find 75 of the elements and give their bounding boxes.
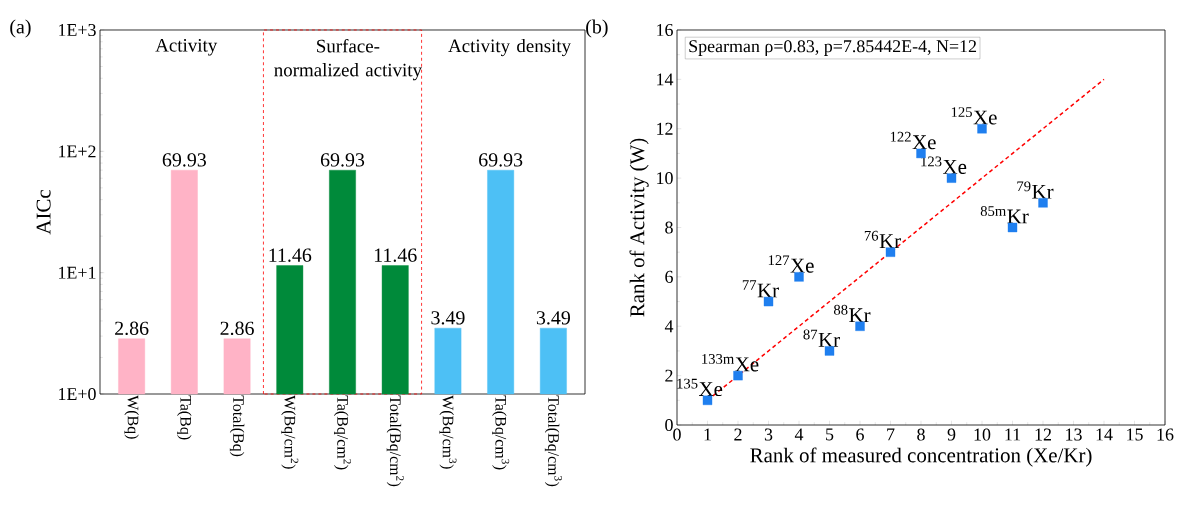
- x-tick-label: W(Bq/cm$^{3}$): [439, 395, 457, 469]
- annotation: $^{85m}$Kr: [980, 206, 1029, 224]
- y-tick-label: 12: [657, 122, 673, 135]
- annotation: $^{133m}$Xe: [702, 354, 759, 372]
- annotation: $^{88}$Kr: [833, 304, 871, 323]
- data-label: 3.49: [536, 311, 570, 325]
- y-tick-label: 14: [657, 73, 674, 86]
- x-tick-label: 7: [887, 428, 895, 441]
- y-tick-label: 10: [657, 172, 673, 185]
- chart-title: (a): [10, 19, 31, 38]
- x-tick-label: 15: [1127, 428, 1143, 441]
- x-tick-label: Ta(Bq/cm$^{3}$): [492, 395, 510, 470]
- annotation: Spearman ρ=0.83, p=7.85442E-4, N=12: [689, 40, 977, 56]
- annotation: $^{125}$Xe: [951, 107, 997, 125]
- x-tick-label: 13: [1066, 428, 1082, 441]
- annotation: Activity: [155, 38, 218, 56]
- annotation: Surface-normalized activity: [274, 38, 422, 81]
- x-axis-title: Rank of measured concentration (Xe/Kr): [750, 447, 1092, 467]
- point: [855, 321, 865, 331]
- x-tick-label: 14: [1096, 428, 1113, 441]
- annotation: $^{123}$Xe: [921, 156, 967, 174]
- y-tick-label: 2: [665, 369, 673, 382]
- y-tick-label: 4: [664, 320, 674, 333]
- x-tick-label: 2: [734, 428, 742, 441]
- point: [1038, 198, 1048, 208]
- y-tick-label: 1E+3: [59, 23, 96, 37]
- data-label: 3.49: [431, 311, 465, 325]
- x-tick-label: 1: [704, 428, 711, 441]
- x-tick-label: Total(Bq): [229, 395, 245, 457]
- x-tick-label: Total(Bq/cm$^{2}$): [386, 395, 404, 487]
- annotation: $^{122}$Xe: [890, 131, 936, 150]
- x-tick-label: W(Bq/cm$^{2}$): [281, 395, 299, 469]
- y-tick-label: 16: [657, 23, 673, 37]
- x-tick-label: 4: [794, 428, 804, 441]
- y-tick-label: 6: [665, 270, 673, 283]
- x-tick-label: Ta(Bq): [177, 395, 192, 440]
- x-tick-label: 10: [974, 428, 991, 441]
- y-tick-label: 8: [665, 221, 673, 234]
- point: [946, 173, 957, 183]
- point: [824, 346, 835, 356]
- chart-title: (b): [586, 19, 608, 38]
- data-label: 11.46: [269, 248, 312, 262]
- point: [885, 247, 896, 257]
- annotation: $^{87}$Kr: [803, 329, 840, 347]
- annotation: $^{135}$Xe: [677, 378, 723, 397]
- y-tick-label: 1E+2: [59, 145, 96, 158]
- point: [794, 272, 804, 282]
- annotation: $^{79}$Kr: [1017, 181, 1054, 199]
- data-label: 2.86: [115, 321, 149, 336]
- annotation: $^{77}$Kr: [742, 280, 779, 298]
- x-tick-label: 6: [856, 428, 864, 441]
- data-label: 2.86: [220, 321, 254, 336]
- x-tick-label: 11: [1005, 428, 1021, 441]
- y-tick-label: 1E+0: [59, 387, 96, 401]
- y-axis-title: Rank of Activity (W): [629, 138, 649, 317]
- y-axis-title: AICc: [36, 189, 51, 235]
- x-tick-label: 9: [947, 428, 956, 441]
- x-tick-label: 3: [764, 428, 773, 441]
- point: [977, 124, 987, 134]
- x-tick-label: 8: [917, 428, 925, 441]
- x-tick-label: 5: [826, 428, 834, 441]
- x-tick-label: Ta(Bq/cm$^{2}$): [333, 395, 352, 470]
- annotation: $^{127}$Xe: [768, 255, 814, 273]
- data-label: 69.93: [320, 153, 365, 167]
- data-label: 11.46: [374, 248, 417, 262]
- x-tick-label: 12: [1035, 428, 1051, 441]
- x-tick-label: 16: [1157, 428, 1174, 441]
- y-tick-label: 1E+1: [59, 266, 96, 279]
- x-tick-label: Total(Bq/cm$^{3}$): [544, 395, 562, 487]
- data-label: 69.93: [479, 153, 523, 167]
- annotation: Activity density: [448, 38, 571, 57]
- annotation: $^{76}$Kr: [864, 230, 901, 248]
- point: [702, 395, 713, 405]
- x-tick-label: W(Bq): [124, 395, 139, 439]
- data-label: 69.93: [162, 153, 206, 167]
